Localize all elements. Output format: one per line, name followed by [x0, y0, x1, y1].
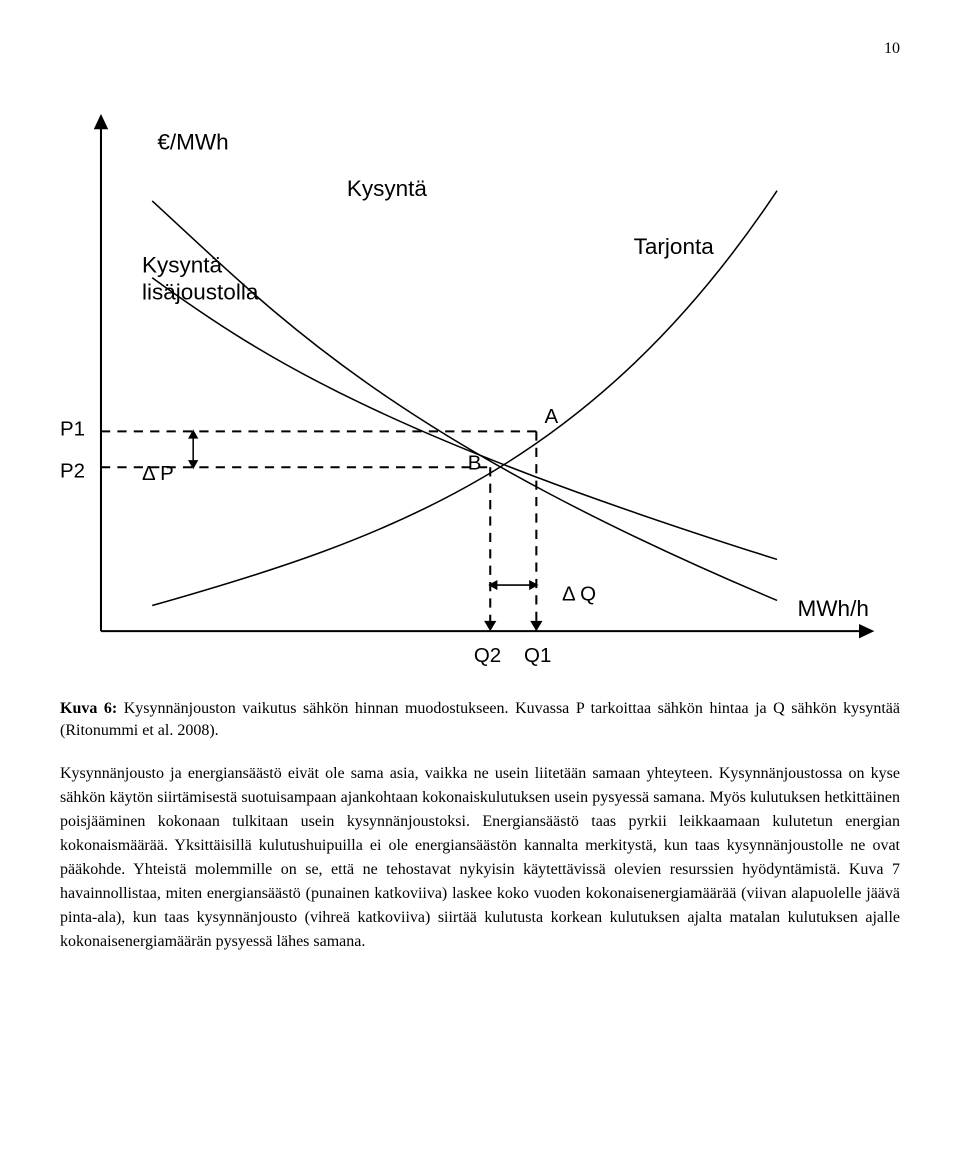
svg-text:B: B [468, 451, 482, 474]
chart-svg: €/MWhMWh/hKysyntäTarjontaKysyntälisäjous… [60, 78, 900, 682]
page-number: 10 [60, 40, 900, 58]
figure-supply-demand: €/MWhMWh/hKysyntäTarjontaKysyntälisäjous… [60, 78, 900, 682]
figure-label: Kuva 6: [60, 700, 117, 717]
svg-text:Kysyntä: Kysyntä [142, 253, 223, 278]
svg-text:Kysyntä: Kysyntä [347, 176, 428, 201]
svg-text:Δ Q: Δ Q [562, 582, 596, 605]
svg-text:lisäjoustolla: lisäjoustolla [142, 279, 259, 304]
body-paragraph: Kysynnänjousto ja energiansäästö eivät o… [60, 762, 900, 954]
figure-caption: Kuva 6: Kysynnänjouston vaikutus sähkön … [60, 698, 900, 741]
svg-text:P2: P2 [60, 460, 85, 483]
svg-text:€/MWh: €/MWh [157, 130, 228, 155]
svg-text:P1: P1 [60, 418, 85, 441]
svg-text:A: A [545, 405, 559, 428]
figure-caption-text: Kysynnänjouston vaikutus sähkön hinnan m… [60, 700, 900, 739]
svg-text:Δ P: Δ P [142, 462, 174, 485]
svg-text:Q1: Q1 [524, 644, 551, 667]
svg-text:Tarjonta: Tarjonta [634, 234, 715, 259]
svg-text:MWh/h: MWh/h [798, 596, 869, 621]
svg-text:Q2: Q2 [474, 644, 501, 667]
